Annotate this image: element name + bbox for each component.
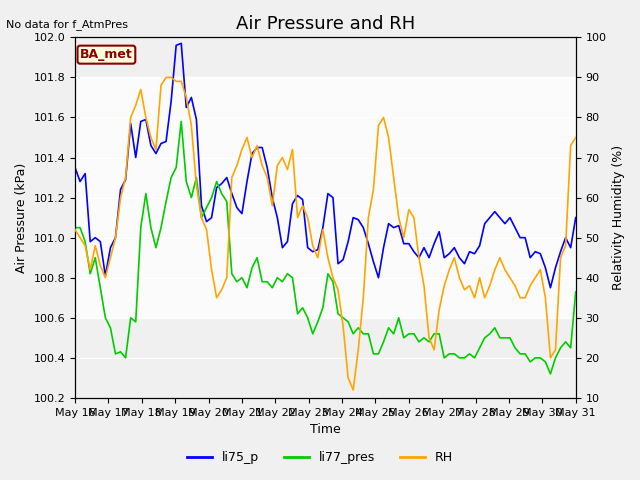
Y-axis label: Air Pressure (kPa): Air Pressure (kPa) bbox=[15, 163, 28, 273]
Y-axis label: Relativity Humidity (%): Relativity Humidity (%) bbox=[612, 145, 625, 290]
Text: BA_met: BA_met bbox=[80, 48, 132, 61]
Legend: li75_p, li77_pres, RH: li75_p, li77_pres, RH bbox=[182, 446, 458, 469]
X-axis label: Time: Time bbox=[310, 423, 340, 436]
Text: No data for f_AtmPres: No data for f_AtmPres bbox=[6, 19, 129, 30]
Title: Air Pressure and RH: Air Pressure and RH bbox=[236, 15, 415, 33]
Bar bbox=[75, 77, 576, 318]
